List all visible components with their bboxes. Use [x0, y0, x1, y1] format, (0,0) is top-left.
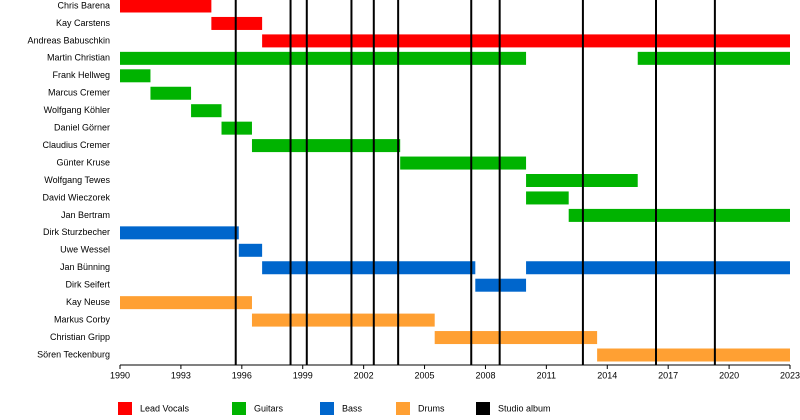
x-tick-label: 2023	[780, 370, 800, 380]
member-label: Daniel Görner	[54, 123, 110, 133]
member-label: Christian Gripp	[50, 332, 110, 342]
member-label: Kay Carstens	[56, 18, 111, 28]
x-tick-label: 2008	[475, 370, 495, 380]
member-label: Sören Teckenburg	[37, 349, 110, 359]
bar	[475, 278, 527, 292]
member-label: Wolfgang Tewes	[44, 175, 110, 185]
legend-label: Guitars	[254, 403, 284, 413]
x-tick-label: 1990	[110, 370, 130, 380]
bar	[191, 104, 222, 118]
member-label: David Wieczorek	[42, 192, 110, 202]
bar	[526, 261, 790, 275]
legend-label: Studio album	[498, 403, 551, 413]
bar	[597, 348, 790, 362]
member-label: Günter Kruse	[56, 157, 110, 167]
bar	[120, 226, 239, 240]
bar	[238, 243, 263, 257]
legend-swatch	[476, 402, 490, 415]
bar	[251, 139, 401, 153]
member-label: Jan Bertram	[61, 210, 110, 220]
legend-swatch	[232, 402, 246, 415]
x-tick-label: 2005	[415, 370, 435, 380]
member-label: Andreas Babuschkin	[27, 35, 110, 45]
bar	[262, 34, 790, 48]
bar	[400, 156, 527, 170]
bar	[637, 51, 790, 65]
member-label: Markus Corby	[54, 314, 111, 324]
bar	[120, 296, 252, 310]
legend-label: Bass	[342, 403, 363, 413]
bar	[150, 86, 192, 100]
member-label: Martin Christian	[47, 53, 110, 63]
bar	[211, 16, 263, 30]
legend-swatch	[118, 402, 132, 415]
legend-swatch	[320, 402, 334, 415]
x-tick-label: 2011	[537, 370, 556, 380]
member-label: Frank Hellweg	[52, 70, 110, 80]
x-tick-label: 1996	[232, 370, 252, 380]
bar	[434, 331, 598, 345]
bar	[221, 121, 252, 135]
bar	[251, 313, 435, 327]
x-tick-label: 2014	[597, 370, 617, 380]
bar	[526, 191, 569, 205]
member-label: Kay Neuse	[66, 297, 110, 307]
member-label: Dirk Seifert	[65, 280, 110, 290]
x-tick-label: 1999	[293, 370, 313, 380]
legend-label: Drums	[418, 403, 445, 413]
bar	[120, 51, 527, 65]
x-tick-label: 2020	[719, 370, 739, 380]
member-label: Jan Bünning	[60, 262, 110, 272]
bar	[120, 69, 151, 83]
bar	[120, 0, 212, 13]
x-tick-label: 2017	[658, 370, 678, 380]
member-label: Marcus Cremer	[48, 88, 110, 98]
member-label: Dirk Sturzbecher	[43, 227, 110, 237]
bar	[526, 174, 638, 187]
member-label: Wolfgang Köhler	[44, 105, 110, 115]
bar	[568, 208, 790, 222]
bar	[262, 261, 476, 275]
member-label: Claudius Cremer	[42, 140, 110, 150]
x-tick-label: 1993	[171, 370, 191, 380]
legend-swatch	[396, 402, 410, 415]
x-tick-label: 2002	[354, 370, 374, 380]
legend-label: Lead Vocals	[140, 403, 190, 413]
member-label: Uwe Wessel	[60, 245, 110, 255]
member-label: Chris Barena	[57, 0, 110, 10]
